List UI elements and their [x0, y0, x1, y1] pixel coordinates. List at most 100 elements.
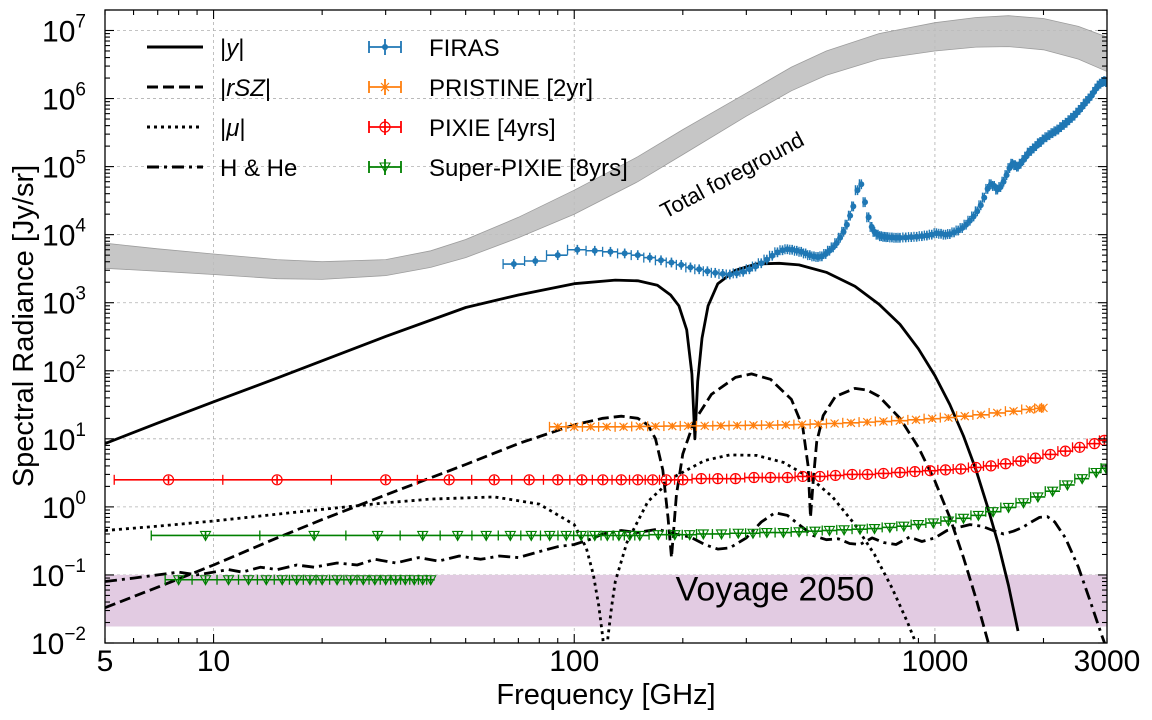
- data-point: [719, 270, 726, 277]
- data-point: [999, 458, 1012, 470]
- y-tick-label: 10−2: [31, 624, 86, 661]
- data-point: [575, 530, 588, 542]
- data-point: [635, 422, 645, 431]
- data-point: [732, 421, 742, 430]
- data-point: [854, 524, 866, 536]
- pristine-2yr-series: [548, 402, 1048, 432]
- data-point: [955, 463, 967, 475]
- data-point: [316, 575, 329, 586]
- data-point: [732, 528, 745, 540]
- data-point: [199, 575, 212, 586]
- data-point: [829, 469, 842, 482]
- data-point: [781, 420, 791, 430]
- data-point: [668, 530, 681, 541]
- data-point: [1002, 502, 1015, 514]
- total-foreground-band: [105, 15, 1107, 280]
- data-point: [667, 421, 677, 431]
- data-point: [814, 470, 826, 483]
- data-point: [912, 520, 925, 531]
- data-point: [924, 465, 936, 477]
- data-point: [1039, 403, 1048, 413]
- data-point: [1090, 467, 1103, 479]
- data-point: [838, 525, 851, 536]
- data-point: [895, 416, 905, 426]
- data-point: [726, 271, 733, 278]
- data-point: [1059, 445, 1071, 457]
- data-point: [222, 575, 235, 586]
- data-point: [908, 234, 915, 241]
- firas-series: [502, 76, 1107, 280]
- pixie-4yrs-series: [113, 434, 1107, 486]
- legend: |y| |rSZ| |μ| H & He FIRAS PRISTINE [2yr] PIXI…: [147, 35, 628, 182]
- data-point: [809, 526, 821, 538]
- y-tick-label: 105: [42, 148, 86, 185]
- data-point: [368, 575, 381, 586]
- data-point: [897, 521, 910, 533]
- data-point: [652, 530, 665, 541]
- data-point: [793, 527, 805, 538]
- data-point: [939, 464, 952, 476]
- data-point: [658, 257, 665, 264]
- plot-frame: [104, 9, 1108, 644]
- data-point: [784, 246, 791, 253]
- data-point: [752, 263, 759, 270]
- legend-label-pristine-2yr: PRISTINE [2yr]: [429, 75, 593, 102]
- data-point: [612, 530, 625, 542]
- data-point: [344, 575, 357, 586]
- y-tick-label: 101: [42, 420, 86, 457]
- data-point: [774, 249, 781, 256]
- legend-marker: [382, 44, 388, 50]
- data-point: [416, 575, 429, 586]
- data-point: [276, 575, 289, 586]
- data-point: [813, 419, 823, 429]
- data-point: [981, 194, 988, 201]
- data-point: [789, 246, 796, 253]
- data-point: [823, 525, 836, 537]
- data-point: [793, 247, 800, 254]
- data-point: [569, 422, 579, 432]
- data-point: [290, 575, 303, 586]
- data-point: [621, 250, 628, 257]
- data-point: [523, 474, 535, 486]
- x-tick-label: 1000: [902, 645, 969, 678]
- data-point: [992, 408, 1002, 418]
- data-point: [371, 530, 384, 542]
- y-tick-label: 104: [42, 216, 86, 253]
- data-point: [847, 212, 854, 219]
- data-point: [678, 261, 685, 268]
- legend-label-firas: FIRAS: [429, 35, 500, 62]
- data-point: [632, 474, 644, 486]
- data-point: [646, 254, 653, 261]
- y-tick-label: 100: [42, 488, 86, 525]
- data-point: [850, 203, 857, 210]
- data-point: [858, 181, 865, 188]
- legend-label-super-pixie-8yrs: Super-PIXIE [8yrs]: [429, 155, 628, 182]
- bands: [105, 15, 1107, 627]
- mu-distortion-curve: [105, 453, 918, 643]
- data-point: [683, 530, 696, 541]
- data-point: [488, 474, 500, 486]
- data-point: [927, 414, 937, 424]
- data-point: [1000, 178, 1007, 185]
- data-point: [769, 252, 776, 259]
- data-point: [695, 473, 707, 485]
- data-point: [1025, 405, 1035, 414]
- data-point: [712, 473, 724, 485]
- data-point: [687, 264, 694, 271]
- data-point: [879, 417, 888, 426]
- data-point: [601, 530, 614, 542]
- data-point: [172, 575, 185, 586]
- data-point: [525, 530, 538, 542]
- data-point: [660, 474, 672, 486]
- data-point: [1031, 492, 1044, 504]
- data-point: [740, 268, 747, 275]
- data-point: [868, 524, 881, 535]
- data-point: [552, 474, 564, 486]
- data-point: [554, 252, 561, 259]
- data-point: [760, 527, 773, 539]
- data-point: [424, 575, 437, 586]
- data-point: [619, 422, 628, 432]
- data-point: [797, 470, 809, 483]
- legend-marker: [380, 82, 390, 92]
- data-point: [747, 528, 759, 540]
